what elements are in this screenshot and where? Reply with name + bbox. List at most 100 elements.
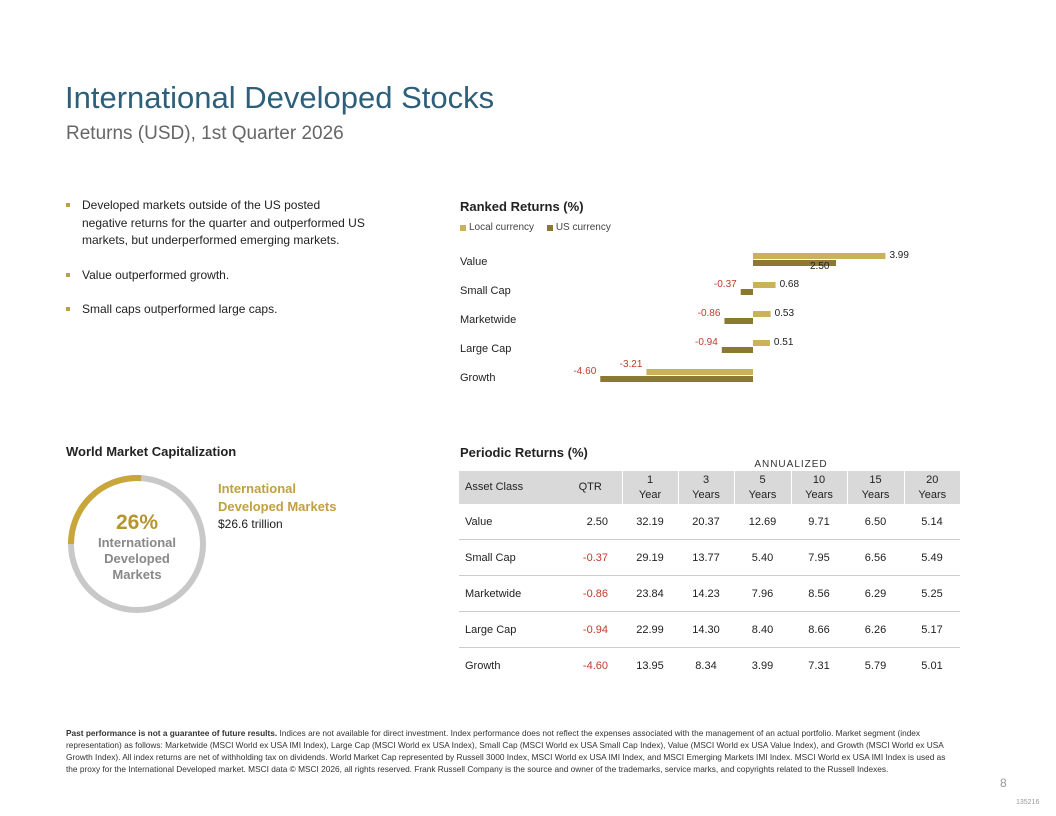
page-number: 8 (1000, 776, 1007, 790)
cell-20yr: 5.14 (904, 504, 960, 540)
page-subtitle: Returns (USD), 1st Quarter 2026 (66, 123, 344, 144)
category-label: Large Cap (460, 343, 511, 355)
donut-center-line: International (97, 535, 176, 550)
bullet-square-icon (66, 272, 70, 277)
category-label: Value (460, 256, 487, 268)
table-row: Value 2.50 32.19 20.37 12.69 9.71 6.50 5… (459, 504, 960, 540)
bullet-square-icon (66, 203, 70, 207)
cell-1yr: 29.19 (622, 539, 678, 576)
cell-15yr: 6.26 (847, 611, 904, 648)
world-cap-donut (66, 473, 208, 615)
bullet-item: Developed markets outside of the US post… (66, 197, 366, 250)
data-label-us: -4.60 (573, 366, 596, 377)
col-header-5yr: 5 Years (733, 471, 791, 504)
table-row: Large Cap -0.94 22.99 14.30 8.40 8.66 6.… (459, 611, 960, 648)
category-label: Marketwide (460, 314, 516, 326)
cell-5yr: 12.69 (734, 504, 791, 540)
table-row: Marketwide -0.86 23.84 14.23 7.96 8.56 6… (459, 575, 960, 612)
cell-3yr: 14.30 (678, 611, 734, 648)
data-label-us: -0.94 (695, 337, 718, 348)
donut-legend: International Developed Markets $26.6 tr… (218, 480, 337, 532)
data-label-local: 0.68 (780, 279, 800, 290)
cell-qtr: -0.94 (559, 611, 622, 648)
cell-10yr: 8.66 (791, 611, 847, 648)
cell-10yr: 7.31 (808, 659, 830, 672)
cell-20yr: 5.25 (904, 575, 960, 612)
legend-item-local: Local currency (460, 222, 534, 233)
cell-10yr: 7.95 (791, 539, 847, 576)
summary-bullets: Developed markets outside of the US post… (66, 197, 366, 336)
cell-asset: Large Cap (459, 611, 559, 648)
col-header-3yr: 3 Years (677, 471, 734, 504)
category-label: Small Cap (460, 285, 511, 297)
col-header-asset: Asset Class (459, 471, 559, 504)
legend-swatch-local (460, 224, 466, 231)
donut-legend-value: $26.6 trillion (218, 517, 283, 531)
bar-local-small-cap (753, 282, 776, 288)
table-header-row: Asset Class QTR 1 Year 3 Years 5 Years 10 Ye… (459, 471, 960, 504)
data-label-local: 3.99 (889, 250, 909, 261)
bar-us-large-cap (721, 347, 753, 353)
col-header-10yr: 10 Years (790, 471, 847, 504)
data-label-us: -0.37 (714, 279, 737, 290)
cell-15yr: 6.29 (847, 575, 904, 612)
chart-legend: Local currency US currency (460, 222, 621, 234)
cell-15yr: 6.50 (847, 504, 904, 540)
cell-qtr: -0.86 (559, 575, 622, 612)
cell-asset: Small Cap (459, 539, 559, 576)
disclaimer-footnote: Past performance is not a guarantee of f… (66, 727, 946, 775)
cell-3yr: 13.77 (678, 539, 734, 576)
cell-qtr: -4.60 (582, 659, 608, 672)
document-code: 135216 (1016, 799, 1040, 806)
cell-20yr: 5.01 (921, 659, 943, 672)
cell-15yr: 5.79 (864, 659, 887, 672)
donut-legend-title: Developed Markets (218, 499, 337, 514)
donut-center-line: Developed (104, 551, 170, 566)
ranked-returns-chart: Value 3.99 2.50 Small Cap 0.68 -0.37 Marketwid… (460, 250, 909, 384)
cell-10yr: 8.56 (791, 575, 847, 612)
bar-us-small-cap (740, 289, 753, 295)
legend-swatch-us (546, 224, 553, 231)
cell-5yr: 5.40 (734, 539, 791, 576)
cell-5yr: 7.96 (734, 575, 791, 612)
disclaimer-bold: Past performance is not a guarantee of f… (66, 728, 278, 738)
world-cap-title: World Market Capitalization (66, 444, 237, 459)
donut-percent: 26% (115, 511, 159, 534)
ranked-returns-title: Ranked Returns (%) (460, 199, 584, 214)
cell-3yr: 20.37 (678, 504, 734, 540)
cell-qtr: -0.37 (559, 539, 622, 576)
bullet-text: Small caps outperformed large caps. (82, 302, 278, 316)
data-label-local: 0.53 (775, 308, 795, 319)
cell-1yr: 13.95 (636, 659, 664, 672)
bar-us-marketwide (724, 318, 753, 324)
data-label-us: 2.50 (810, 261, 830, 272)
cell-3yr: 8.34 (695, 659, 717, 672)
bar-local-large-cap (753, 340, 770, 346)
bar-local-value (753, 253, 886, 259)
legend-label-local: Local currency (469, 222, 535, 233)
cell-20yr: 5.17 (904, 611, 960, 648)
bar-local-marketwide (753, 311, 771, 317)
category-label: Growth (460, 372, 495, 384)
table-row: Growth -4.60 13.95 8.34 3.99 7.31 5.79 5… (459, 648, 960, 684)
donut-legend-title: International (218, 481, 297, 496)
cell-15yr: 6.56 (847, 539, 904, 576)
cell-asset: Marketwide (459, 575, 559, 612)
cell-asset: Value (459, 504, 559, 540)
donut-center-label: 26% International Developed Markets (66, 510, 208, 583)
cell-5yr: 8.40 (734, 611, 791, 648)
bullet-text: Developed markets outside of the US post… (82, 198, 365, 247)
col-header-15yr: 15 Years (846, 471, 904, 504)
bar-local-growth (646, 369, 753, 375)
legend-label-us: US currency (555, 222, 611, 233)
bullet-item: Small caps outperformed large caps. (66, 301, 366, 319)
table-row: Small Cap -0.37 29.19 13.77 5.40 7.95 6.… (459, 539, 960, 576)
donut-segment-international (68, 475, 206, 613)
cell-3yr: 14.23 (678, 575, 734, 612)
bullet-item: Value outperformed growth. (66, 267, 366, 285)
periodic-returns-title: Periodic Returns (%) (460, 445, 588, 460)
col-header-20yr: 20 Years (903, 471, 960, 504)
col-header-1yr: 1 Year (621, 471, 678, 504)
donut-center-line: Markets (112, 567, 162, 582)
disclaimer-text: Indices are not available for direct inv… (66, 728, 946, 774)
